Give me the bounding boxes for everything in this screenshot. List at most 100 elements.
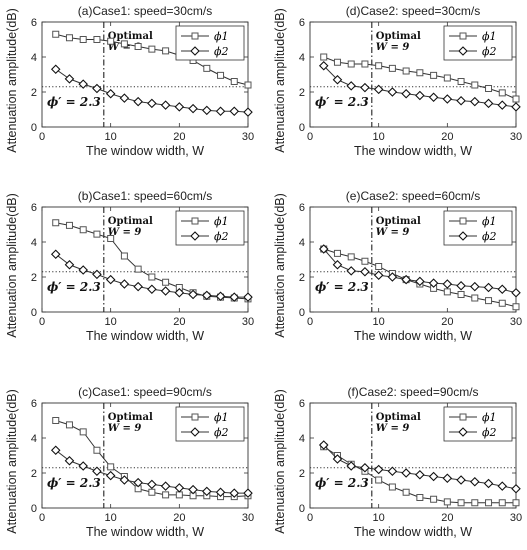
data-point-square	[65, 421, 73, 429]
data-point-diamond	[229, 292, 240, 302]
data-point-square	[375, 62, 383, 70]
chart-panel-0: (a)Case1: speed=30cm/s 0 10 20 30 0 2 4 6 The win…	[5, 4, 254, 158]
data-point-diamond	[483, 282, 494, 293]
y-tick-label: 4	[299, 433, 305, 445]
x-tick-label: 20	[441, 512, 453, 524]
data-point-diamond	[456, 280, 466, 291]
x-tick-label: 20	[441, 316, 453, 328]
data-point-square	[107, 37, 115, 45]
x-tick-label: 30	[510, 131, 522, 143]
optimal-w-label: W = 9	[376, 42, 410, 53]
x-tick-label: 30	[242, 512, 254, 524]
data-point-square	[93, 230, 101, 238]
x-tick-label: 0	[39, 316, 45, 328]
data-point-square	[162, 491, 170, 499]
data-point-square	[79, 36, 87, 43]
legend-marker-diamond	[458, 231, 468, 241]
legend-marker-diamond	[190, 46, 200, 56]
y-tick-label: 2	[299, 468, 305, 480]
data-point-square	[162, 47, 170, 55]
legend-marker-square	[459, 32, 467, 40]
y-tick-label: 2	[299, 272, 305, 284]
data-point-square	[107, 235, 115, 242]
chart-panel-1: (d)Case2: speed=30cm/s 0 10 20 30 0 2 4 6 The win…	[273, 4, 522, 158]
y-tick-label: 0	[299, 503, 305, 515]
data-point-diamond	[188, 289, 198, 300]
data-point-diamond	[64, 74, 75, 84]
data-point-diamond	[346, 266, 356, 276]
data-point-square	[333, 58, 341, 66]
x-tick-label: 0	[307, 512, 313, 524]
data-point-diamond	[511, 287, 521, 298]
legend-box	[443, 25, 513, 61]
data-point-diamond	[64, 455, 75, 466]
plot-frame	[309, 206, 517, 313]
y-tick-label: 6	[31, 17, 37, 29]
data-point-square	[162, 278, 170, 286]
data-point-diamond	[188, 103, 198, 114]
data-point-diamond	[188, 484, 198, 495]
data-point-square	[416, 494, 424, 501]
chart-title: (a)Case1: speed=30cm/s	[78, 4, 212, 18]
y-tick-label: 2	[31, 272, 37, 284]
y-tick-label: 6	[299, 202, 305, 214]
y-tick-label: 6	[31, 202, 37, 214]
y-axis-label: Attenuation amplitude(dB)	[273, 389, 287, 534]
x-tick-label: 20	[173, 131, 185, 143]
data-point-diamond	[243, 292, 253, 302]
data-point-diamond	[50, 445, 61, 456]
legend-marker-diamond	[458, 427, 468, 437]
data-point-diamond	[78, 461, 88, 471]
data-point-diamond	[318, 440, 329, 450]
data-point-diamond	[442, 279, 453, 289]
data-point-square	[443, 288, 451, 296]
chart-title: (b)Case1: speed=60cm/s	[78, 189, 212, 203]
data-point-square	[430, 495, 438, 503]
x-tick-label: 10	[105, 316, 117, 328]
data-point-square	[93, 446, 101, 454]
data-point-diamond	[470, 476, 480, 487]
legend-label: ϕ2	[482, 45, 497, 58]
plot-frame	[41, 206, 249, 313]
x-axis-label: The window width, W	[354, 144, 472, 158]
data-point-square	[148, 488, 156, 496]
data-point-diamond	[346, 81, 356, 91]
data-point-diamond	[470, 281, 480, 292]
data-point-square	[217, 71, 225, 79]
threshold-label: ϕ′ = 2.3	[315, 95, 369, 109]
data-point-diamond	[428, 278, 439, 288]
data-point-diamond	[202, 486, 212, 497]
legend-marker-square	[191, 32, 199, 40]
threshold-label: ϕ′ = 2.3	[315, 280, 369, 294]
legend-label: ϕ1	[482, 411, 497, 424]
data-point-square	[203, 64, 211, 72]
data-point-diamond	[373, 84, 384, 95]
y-tick-label: 6	[299, 398, 305, 410]
data-point-diamond	[360, 266, 370, 277]
legend-label: ϕ1	[214, 215, 229, 228]
legend-label: ϕ2	[214, 426, 229, 439]
data-point-square	[471, 81, 479, 89]
optimal-w-label: W = 9	[376, 227, 410, 238]
threshold-label: ϕ′ = 2.3	[47, 95, 101, 109]
data-point-square	[485, 85, 493, 92]
data-point-diamond	[401, 468, 411, 478]
legend-marker-diamond	[458, 46, 468, 56]
data-point-diamond	[346, 461, 356, 471]
legend-box	[175, 25, 245, 61]
optimal-label: Optimal	[108, 412, 153, 423]
chart-panel-3: (e)Case2: speed=60cm/s 0 10 20 30 0 2 4 6 The win…	[273, 189, 522, 343]
optimal-w-label: W = 9	[376, 423, 410, 434]
data-point-diamond	[415, 90, 425, 101]
chart-panel-2: (b)Case1: speed=60cm/s 0 10 20 30 0 2 4 6 The win…	[5, 189, 254, 343]
data-point-diamond	[105, 470, 116, 481]
data-point-diamond	[497, 481, 508, 491]
data-point-square	[443, 498, 451, 506]
y-axis-label: Attenuation amplitude(dB)	[273, 193, 287, 338]
legend-label: ϕ2	[482, 426, 497, 439]
data-point-square	[471, 499, 479, 507]
data-point-diamond	[442, 94, 453, 104]
data-point-diamond	[373, 270, 384, 281]
data-point-diamond	[401, 274, 411, 285]
